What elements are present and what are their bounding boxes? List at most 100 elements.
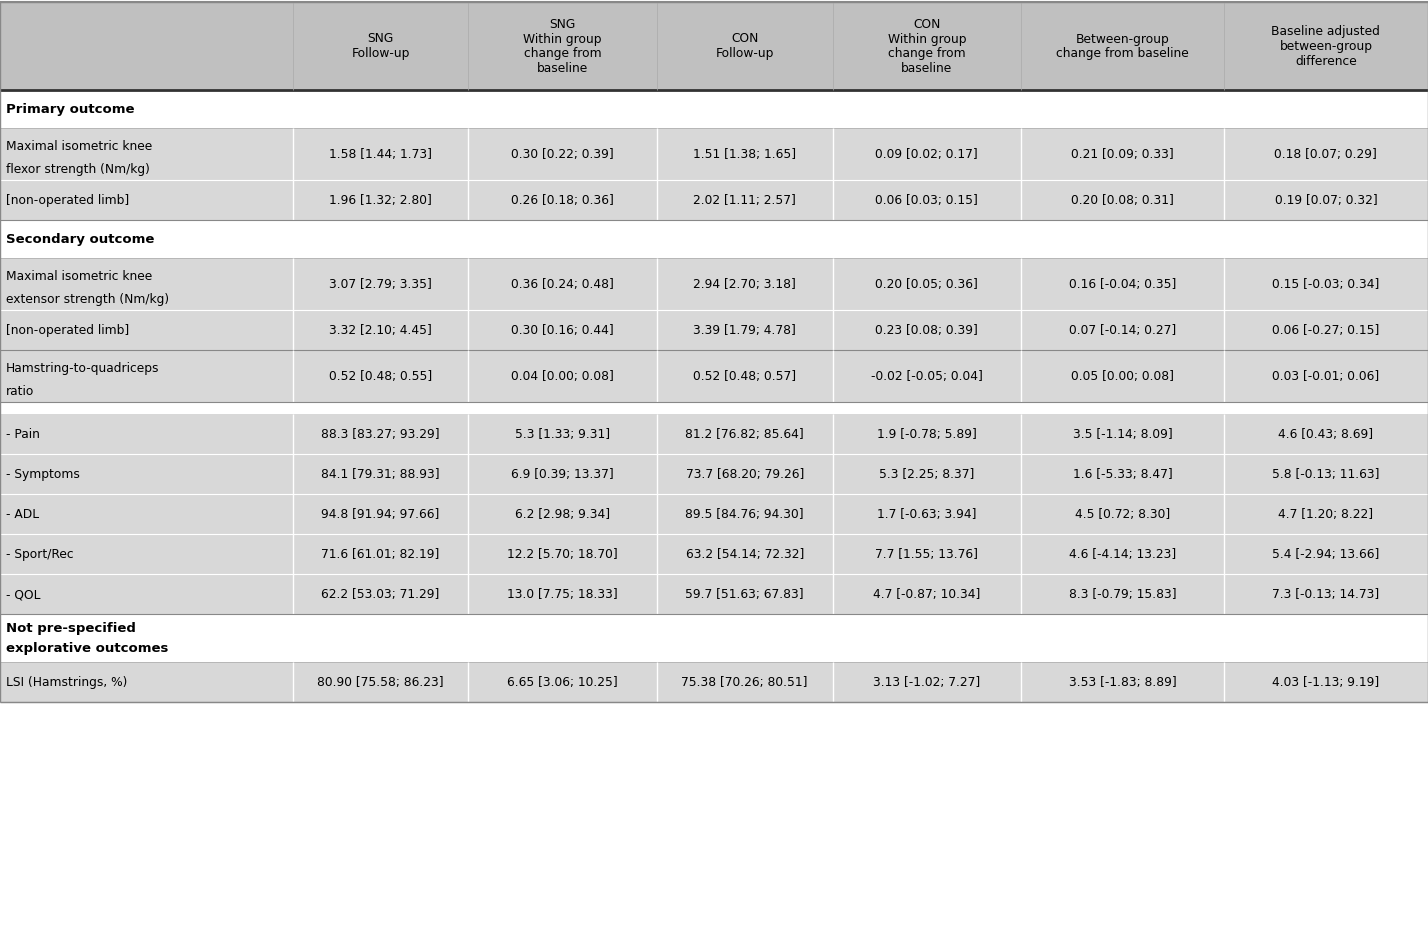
Text: 12.2 [5.70; 18.70]: 12.2 [5.70; 18.70] [507,548,618,561]
Text: 4.7 [-0.87; 10.34]: 4.7 [-0.87; 10.34] [873,588,981,601]
Text: 4.03 [-1.13; 9.19]: 4.03 [-1.13; 9.19] [1272,675,1379,688]
Text: Baseline adjusted
between-group
difference: Baseline adjusted between-group differen… [1271,25,1381,68]
Text: 3.07 [2.79; 3.35]: 3.07 [2.79; 3.35] [328,278,433,291]
Text: ratio: ratio [6,385,34,398]
Text: 0.26 [0.18; 0.36]: 0.26 [0.18; 0.36] [511,194,614,207]
Text: Secondary outcome: Secondary outcome [6,233,154,246]
Text: 4.5 [0.72; 8.30]: 4.5 [0.72; 8.30] [1075,507,1170,520]
Text: 1.96 [1.32; 2.80]: 1.96 [1.32; 2.80] [328,194,433,207]
Text: 0.16 [-0.04; 0.35]: 0.16 [-0.04; 0.35] [1068,278,1177,291]
Text: LSI (Hamstrings, %): LSI (Hamstrings, %) [6,675,127,688]
Text: 3.32 [2.10; 4.45]: 3.32 [2.10; 4.45] [328,324,433,337]
Text: 3.5 [-1.14; 8.09]: 3.5 [-1.14; 8.09] [1072,427,1172,440]
Bar [0,662,1428,702]
Text: 71.6 [61.01; 82.19]: 71.6 [61.01; 82.19] [321,548,440,561]
Text: 0.21 [0.09; 0.33]: 0.21 [0.09; 0.33] [1071,147,1174,160]
Text: extensor strength (Nm/kg): extensor strength (Nm/kg) [6,292,169,305]
Text: 81.2 [76.82; 85.64]: 81.2 [76.82; 85.64] [685,427,804,440]
Text: Primary outcome: Primary outcome [6,103,134,116]
Bar [0,181,1428,221]
Text: 0.06 [-0.27; 0.15]: 0.06 [-0.27; 0.15] [1272,324,1379,337]
Text: -0.02 [-0.05; 0.04]: -0.02 [-0.05; 0.04] [871,370,982,383]
Text: 0.07 [-0.14; 0.27]: 0.07 [-0.14; 0.27] [1068,324,1177,337]
Text: - Pain: - Pain [6,427,40,440]
Bar [0,494,1428,534]
Text: Between-group
change from baseline: Between-group change from baseline [1057,32,1188,60]
Bar [0,614,1428,662]
Bar [0,574,1428,614]
Text: 0.03 [-0.01; 0.06]: 0.03 [-0.01; 0.06] [1272,370,1379,383]
Text: 80.90 [75.58; 86.23]: 80.90 [75.58; 86.23] [317,675,444,688]
Text: 88.3 [83.27; 93.29]: 88.3 [83.27; 93.29] [321,427,440,440]
Bar [0,259,1428,311]
Text: 0.20 [0.05; 0.36]: 0.20 [0.05; 0.36] [875,278,978,291]
Text: explorative outcomes: explorative outcomes [6,641,169,654]
Bar [0,414,1428,454]
Text: 13.0 [7.75; 18.33]: 13.0 [7.75; 18.33] [507,588,618,601]
Text: 6.9 [0.39; 13.37]: 6.9 [0.39; 13.37] [511,467,614,480]
Text: 4.7 [1.20; 8.22]: 4.7 [1.20; 8.22] [1278,507,1374,520]
Text: CON
Within group
change from
baseline: CON Within group change from baseline [888,18,965,75]
Text: 94.8 [91.94; 97.66]: 94.8 [91.94; 97.66] [321,507,440,520]
Text: 8.3 [-0.79; 15.83]: 8.3 [-0.79; 15.83] [1068,588,1177,601]
Bar [0,91,1428,128]
Text: 73.7 [68.20; 79.26]: 73.7 [68.20; 79.26] [685,467,804,480]
Text: [non-operated limb]: [non-operated limb] [6,194,130,207]
Text: 5.3 [2.25; 8.37]: 5.3 [2.25; 8.37] [880,467,974,480]
Bar [0,534,1428,574]
Text: 0.52 [0.48; 0.57]: 0.52 [0.48; 0.57] [693,370,797,383]
Text: 1.51 [1.38; 1.65]: 1.51 [1.38; 1.65] [693,147,797,160]
Text: 5.3 [1.33; 9.31]: 5.3 [1.33; 9.31] [516,427,610,440]
Text: 3.13 [-1.02; 7.27]: 3.13 [-1.02; 7.27] [873,675,981,688]
Text: SNG
Follow-up: SNG Follow-up [351,32,410,60]
Text: 1.9 [-0.78; 5.89]: 1.9 [-0.78; 5.89] [877,427,977,440]
Text: 4.6 [-4.14; 13.23]: 4.6 [-4.14; 13.23] [1068,548,1177,561]
Text: CON
Follow-up: CON Follow-up [715,32,774,60]
Text: 3.39 [1.79; 4.78]: 3.39 [1.79; 4.78] [693,324,797,337]
Text: 5.8 [-0.13; 11.63]: 5.8 [-0.13; 11.63] [1272,467,1379,480]
Text: 1.6 [-5.33; 8.47]: 1.6 [-5.33; 8.47] [1072,467,1172,480]
Text: [non-operated limb]: [non-operated limb] [6,324,130,337]
Text: 62.2 [53.03; 71.29]: 62.2 [53.03; 71.29] [321,588,440,601]
Bar [0,402,1428,414]
Text: - Sport/Rec: - Sport/Rec [6,548,74,561]
Text: 5.4 [-2.94; 13.66]: 5.4 [-2.94; 13.66] [1272,548,1379,561]
Text: Maximal isometric knee: Maximal isometric knee [6,270,153,283]
Text: 0.52 [0.48; 0.55]: 0.52 [0.48; 0.55] [328,370,433,383]
Text: 84.1 [79.31; 88.93]: 84.1 [79.31; 88.93] [321,467,440,480]
Text: 0.19 [0.07; 0.32]: 0.19 [0.07; 0.32] [1275,194,1377,207]
Text: 1.58 [1.44; 1.73]: 1.58 [1.44; 1.73] [328,147,433,160]
Text: 0.18 [0.07; 0.29]: 0.18 [0.07; 0.29] [1274,147,1378,160]
Text: SNG
Within group
change from
baseline: SNG Within group change from baseline [524,18,601,75]
Text: 0.05 [0.00; 0.08]: 0.05 [0.00; 0.08] [1071,370,1174,383]
Text: 2.94 [2.70; 3.18]: 2.94 [2.70; 3.18] [693,278,797,291]
Text: 4.6 [0.43; 8.69]: 4.6 [0.43; 8.69] [1278,427,1374,440]
Text: - ADL: - ADL [6,507,39,520]
Text: 2.02 [1.11; 2.57]: 2.02 [1.11; 2.57] [693,194,797,207]
Text: - QOL: - QOL [6,588,40,601]
Bar [0,3,1428,91]
Bar [0,350,1428,402]
Text: flexor strength (Nm/kg): flexor strength (Nm/kg) [6,162,150,175]
Text: 59.7 [51.63; 67.83]: 59.7 [51.63; 67.83] [685,588,804,601]
Text: 75.38 [70.26; 80.51]: 75.38 [70.26; 80.51] [681,675,808,688]
Text: 6.65 [3.06; 10.25]: 6.65 [3.06; 10.25] [507,675,618,688]
Text: 0.15 [-0.03; 0.34]: 0.15 [-0.03; 0.34] [1272,278,1379,291]
Text: 63.2 [54.14; 72.32]: 63.2 [54.14; 72.32] [685,548,804,561]
Text: Not pre-specified: Not pre-specified [6,622,136,635]
Text: 89.5 [84.76; 94.30]: 89.5 [84.76; 94.30] [685,507,804,520]
Text: 6.2 [2.98; 9.34]: 6.2 [2.98; 9.34] [516,507,610,520]
Text: Maximal isometric knee: Maximal isometric knee [6,140,153,153]
Bar [0,221,1428,259]
Text: 7.7 [1.55; 13.76]: 7.7 [1.55; 13.76] [875,548,978,561]
Text: 0.09 [0.02; 0.17]: 0.09 [0.02; 0.17] [875,147,978,160]
Text: 1.7 [-0.63; 3.94]: 1.7 [-0.63; 3.94] [877,507,977,520]
Text: 0.30 [0.16; 0.44]: 0.30 [0.16; 0.44] [511,324,614,337]
Bar [0,128,1428,181]
Text: 0.23 [0.08; 0.39]: 0.23 [0.08; 0.39] [875,324,978,337]
Text: 0.20 [0.08; 0.31]: 0.20 [0.08; 0.31] [1071,194,1174,207]
Text: 0.06 [0.03; 0.15]: 0.06 [0.03; 0.15] [875,194,978,207]
Bar [0,311,1428,350]
Text: - Symptoms: - Symptoms [6,467,80,480]
Text: 0.04 [0.00; 0.08]: 0.04 [0.00; 0.08] [511,370,614,383]
